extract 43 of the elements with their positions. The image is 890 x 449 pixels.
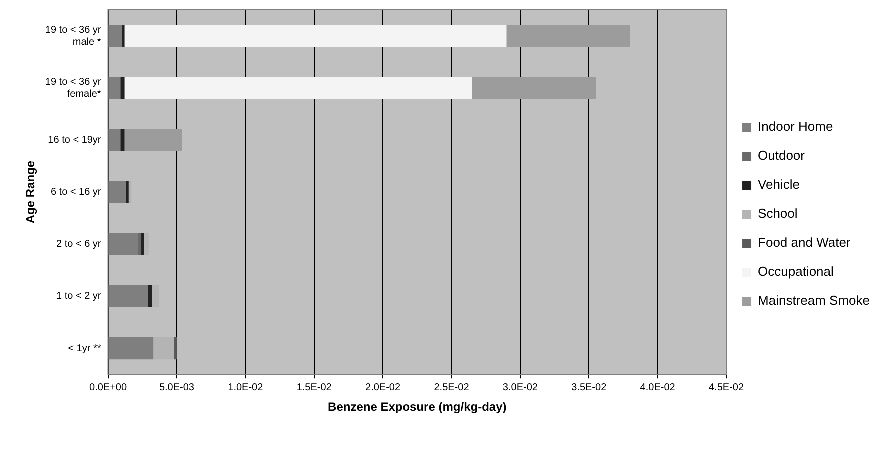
y-tick-label: 6 to < 16 yr: [50, 187, 102, 198]
legend-label: Outdoor: [758, 148, 806, 164]
x-tick-label: 0.0E+00: [89, 382, 128, 394]
bar: [144, 233, 150, 256]
bar: [472, 77, 596, 100]
legend-label: School: [758, 206, 798, 222]
x-tick-label: 3.5E-02: [572, 382, 608, 394]
bar: [141, 233, 144, 256]
y-axis-title: Age Range: [24, 160, 38, 224]
y-tick-label: 19 to < 36 yr male *: [45, 24, 102, 48]
bar: [152, 285, 160, 308]
y-tick-label: 19 to < 36 yr female*: [45, 76, 102, 100]
bar: [154, 337, 174, 360]
x-tick-label: 2.5E-02: [434, 382, 470, 394]
x-tick-label: 2.0E-02: [366, 382, 401, 394]
bar: [124, 129, 182, 152]
bar: [120, 129, 125, 152]
bar: [122, 24, 125, 48]
y-tick-label: 2 to < 6 yr: [56, 239, 102, 250]
bar: [124, 24, 507, 48]
legend-label: Mainstream Smoke: [758, 293, 870, 308]
y-tick-label: < 1yr **: [68, 343, 102, 354]
x-tick-label: 5.0E-03: [159, 382, 195, 394]
bar: [174, 337, 177, 360]
bar: [506, 24, 630, 48]
bar: [138, 233, 142, 256]
bar: [128, 181, 132, 204]
y-tick-label: 1 to < 2 yr: [56, 291, 102, 302]
x-axis-title: Benzene Exposure (mg/kg-day): [328, 400, 507, 414]
bar: [148, 285, 152, 308]
legend-label: Indoor Home: [758, 119, 834, 134]
y-tick-label: 16 to < 19yr: [48, 134, 102, 146]
x-tick-label: 4.5E-02: [709, 382, 744, 394]
legend-label: Occupational: [758, 264, 834, 280]
bar: [126, 181, 129, 204]
x-tick-label: 1.0E-02: [228, 382, 264, 394]
x-tick-label: 3.0E-02: [502, 382, 538, 394]
x-tick-label: 1.5E-02: [296, 382, 332, 394]
legend-label: Food and Water: [758, 235, 852, 250]
bar: [124, 77, 472, 100]
bar: [120, 77, 125, 100]
legend-label: Vehicle: [758, 177, 800, 192]
x-tick-label: 4.0E-02: [640, 382, 676, 394]
